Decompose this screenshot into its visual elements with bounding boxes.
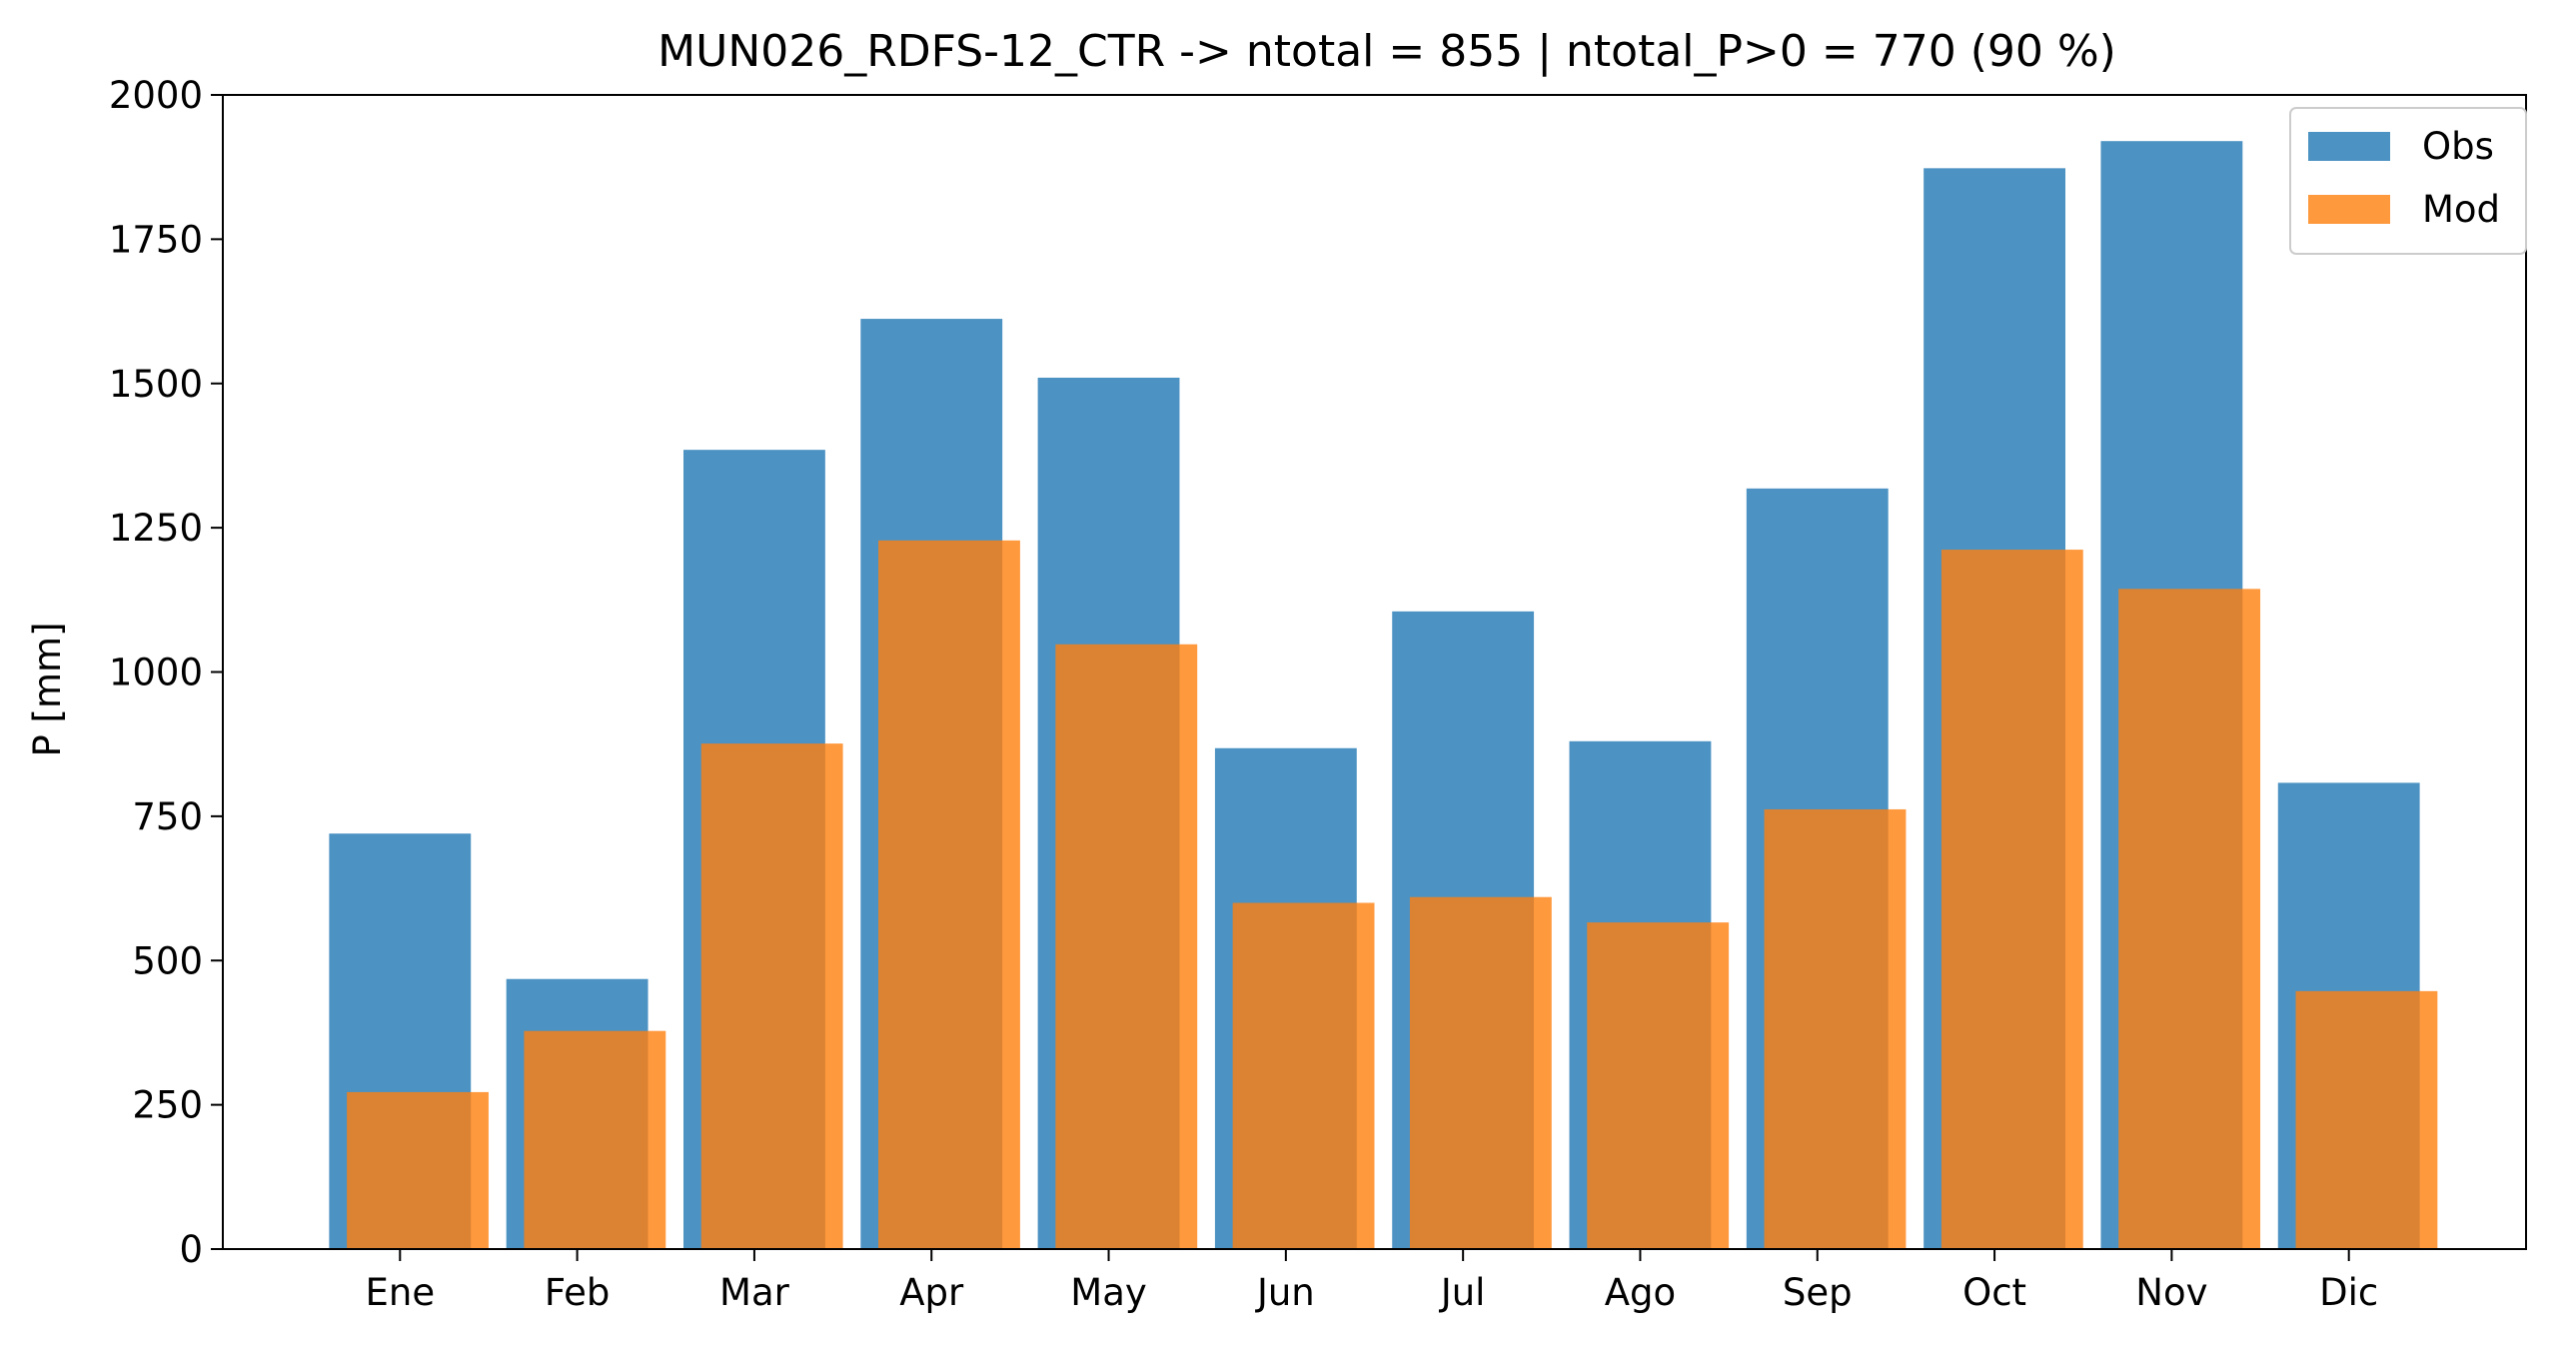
- x-tick-label: Nov: [2135, 1271, 2207, 1314]
- y-tick-label: 250: [132, 1084, 203, 1127]
- y-tick-label: 2000: [109, 74, 203, 117]
- bar-mod-sep: [1764, 808, 1907, 1249]
- y-tick-label: 0: [179, 1228, 203, 1271]
- bar-mod-may: [1055, 644, 1198, 1249]
- legend-swatch-mod: [2308, 195, 2390, 224]
- bar-mod-oct: [1940, 550, 2083, 1249]
- y-tick-label: 1500: [109, 363, 203, 406]
- x-tick-label: Jun: [1255, 1271, 1315, 1314]
- bars-layer: [329, 141, 2438, 1250]
- y-axis-title: P [mm]: [26, 622, 69, 756]
- y-tick-label: 1750: [109, 218, 203, 261]
- bar-mod-mar: [700, 743, 843, 1249]
- y-tick-label: 750: [132, 795, 203, 838]
- bar-mod-feb: [524, 1030, 666, 1249]
- x-tick-label: Feb: [545, 1271, 611, 1314]
- y-tick-label: 1000: [109, 652, 203, 694]
- x-tick-label: May: [1070, 1271, 1147, 1314]
- x-tick-label: Ene: [366, 1271, 436, 1314]
- legend-label-mod: Mod: [2422, 188, 2500, 231]
- y-tick-label: 1250: [109, 507, 203, 550]
- legend-swatch-obs: [2308, 132, 2390, 161]
- x-tick-label: Jul: [1439, 1271, 1486, 1314]
- axes-layer: 0 250 500 750 1000 1250 1500 1750 2000 Ene Feb Mar A…: [109, 74, 2527, 1314]
- bar-mod-nov: [2118, 589, 2261, 1249]
- x-tick-label: Mar: [719, 1271, 790, 1314]
- x-tick-label: Ago: [1605, 1271, 1676, 1314]
- legend: Obs Mod: [2289, 107, 2527, 255]
- legend-label-obs: Obs: [2422, 125, 2494, 168]
- bar-mod-jul: [1409, 896, 1552, 1249]
- bar-mod-ago: [1587, 922, 1730, 1249]
- bar-mod-ene: [347, 1091, 489, 1249]
- chart-title: MUN026_RDFS-12_CTR -> ntotal = 855 | nto…: [657, 26, 2116, 77]
- bar-mod-apr: [878, 540, 1020, 1249]
- x-tick-label: Sep: [1783, 1271, 1853, 1314]
- x-tick-label: Dic: [2319, 1271, 2378, 1314]
- y-tick-label: 500: [132, 939, 203, 982]
- bar-mod-jun: [1232, 902, 1375, 1249]
- x-tick-label: Oct: [1962, 1271, 2026, 1314]
- bar-mod-dic: [2295, 990, 2438, 1249]
- x-tick-label: Apr: [899, 1271, 964, 1314]
